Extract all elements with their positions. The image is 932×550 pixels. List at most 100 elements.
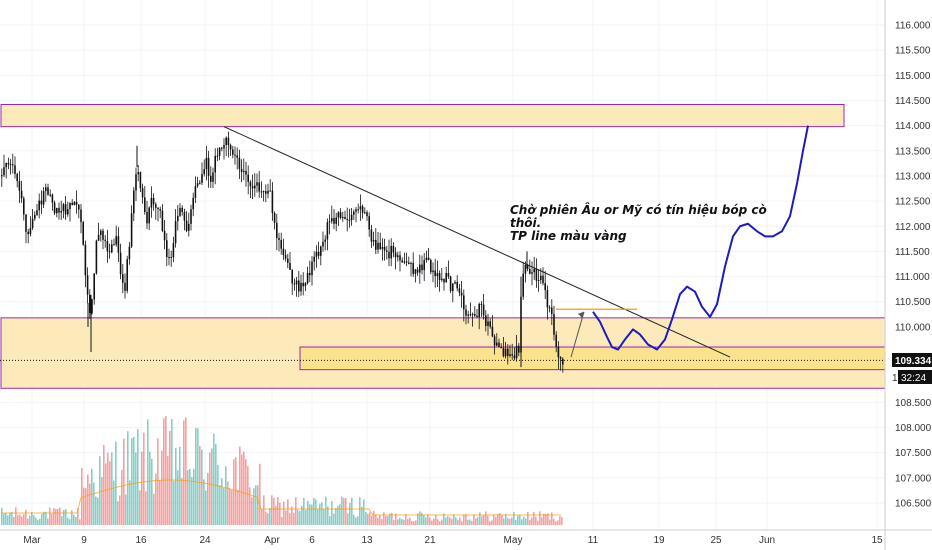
volume-bar bbox=[5, 512, 7, 525]
candle-body bbox=[243, 170, 245, 173]
volume-bar bbox=[193, 468, 195, 525]
candle-body bbox=[1, 175, 3, 177]
volume-bar bbox=[477, 517, 479, 525]
candle-body bbox=[414, 269, 417, 274]
volume-bar bbox=[339, 504, 341, 525]
candle-body bbox=[122, 274, 124, 283]
volume-bar bbox=[143, 432, 145, 525]
time-tick-label: 13 bbox=[361, 535, 373, 546]
candle-body bbox=[463, 295, 465, 310]
volume-bar bbox=[263, 495, 265, 525]
time-axis[interactable]: Mar 9 16 24 Apr 6 13 21 May 11 19 25 Jun 15 bbox=[23, 535, 883, 546]
candle-body bbox=[394, 252, 397, 258]
candle-body bbox=[287, 258, 289, 263]
candle-body bbox=[23, 198, 25, 215]
candle-body bbox=[227, 137, 230, 146]
candle-body bbox=[108, 251, 111, 253]
volume-bar bbox=[447, 516, 449, 525]
volume-bar bbox=[295, 497, 297, 525]
price-tick-label: 115.500 bbox=[895, 46, 931, 57]
volume-bar bbox=[367, 513, 369, 525]
candle-body bbox=[441, 278, 443, 281]
volume-bar bbox=[479, 512, 481, 525]
volume-bar bbox=[511, 517, 513, 525]
downtrend-line bbox=[223, 126, 731, 358]
candle-body bbox=[456, 281, 458, 289]
volume-bar bbox=[95, 496, 97, 525]
candle-body bbox=[513, 355, 516, 359]
time-tick-label: 9 bbox=[81, 535, 87, 546]
volume-bars bbox=[1, 416, 563, 525]
volume-bar bbox=[89, 483, 91, 525]
candle-body bbox=[144, 197, 146, 212]
volume-bar bbox=[187, 470, 189, 525]
candle-body bbox=[102, 230, 104, 240]
candle-body bbox=[104, 239, 106, 241]
volume-bar bbox=[423, 515, 425, 525]
candle-body bbox=[234, 154, 236, 156]
candle-body bbox=[201, 174, 203, 183]
candle-body bbox=[306, 272, 309, 284]
volume-bar bbox=[61, 516, 63, 525]
volume-bar bbox=[347, 513, 349, 525]
candle-body bbox=[447, 273, 450, 277]
volume-bar bbox=[247, 466, 249, 525]
volume-bar bbox=[43, 511, 45, 525]
candle-body bbox=[364, 212, 366, 214]
volume-bar bbox=[49, 507, 51, 525]
volume-bar bbox=[561, 516, 563, 525]
volume-bar bbox=[39, 518, 41, 525]
volume-bar bbox=[325, 496, 327, 525]
candle-body bbox=[298, 280, 300, 292]
volume-bar bbox=[315, 499, 317, 525]
candle-body bbox=[458, 288, 461, 293]
candle-body bbox=[535, 268, 538, 281]
annotation-line-2: thôi. bbox=[510, 216, 541, 230]
volume-bar bbox=[543, 513, 545, 525]
candle-body bbox=[210, 175, 212, 182]
volume-bar bbox=[85, 488, 87, 525]
volume-bar bbox=[437, 519, 439, 525]
volume-bar bbox=[389, 513, 391, 525]
candle-body bbox=[390, 245, 392, 259]
volume-bar bbox=[385, 516, 387, 525]
volume-bar bbox=[249, 487, 251, 525]
volume-bar bbox=[181, 478, 183, 525]
candle-body bbox=[251, 186, 254, 189]
candle-body bbox=[467, 314, 469, 316]
volume-bar bbox=[317, 509, 319, 525]
volume-bar bbox=[71, 510, 73, 525]
candle-body bbox=[14, 165, 16, 174]
price-axis[interactable]: 116.000 115.500 115.000 114.500 114.000 113.5… bbox=[895, 21, 932, 510]
candle-body bbox=[148, 207, 150, 224]
volume-bar bbox=[507, 518, 509, 525]
volume-bar bbox=[121, 469, 123, 525]
candle-body bbox=[196, 183, 199, 187]
candle-body bbox=[240, 168, 243, 173]
annotation-text: Chờ phiên Âu or Mỹ có tín hiệu bóp cò th… bbox=[510, 202, 767, 243]
candle-body bbox=[346, 218, 348, 220]
drawn-lines bbox=[0, 125, 885, 361]
candle-body bbox=[353, 211, 355, 215]
volume-bar bbox=[445, 517, 447, 525]
candle-body bbox=[179, 207, 181, 216]
candle-body bbox=[344, 217, 346, 219]
candle-body bbox=[485, 315, 487, 326]
candle-body bbox=[562, 358, 564, 365]
volume-bar bbox=[413, 521, 415, 525]
last-price-tag: 109.334 bbox=[892, 353, 932, 367]
volume-bar bbox=[467, 519, 469, 525]
volume-bar bbox=[243, 451, 245, 525]
volume-bar bbox=[281, 516, 283, 525]
volume-bar bbox=[363, 499, 365, 525]
volume-bar bbox=[541, 517, 543, 525]
candle-body bbox=[551, 307, 553, 314]
time-tick-label: 24 bbox=[199, 535, 211, 546]
volume-bar bbox=[525, 518, 527, 525]
volume-bar bbox=[529, 519, 531, 525]
volume-bar bbox=[307, 500, 309, 525]
volume-bar bbox=[313, 497, 315, 525]
candle-body bbox=[498, 342, 500, 347]
volume-bar bbox=[355, 517, 357, 525]
